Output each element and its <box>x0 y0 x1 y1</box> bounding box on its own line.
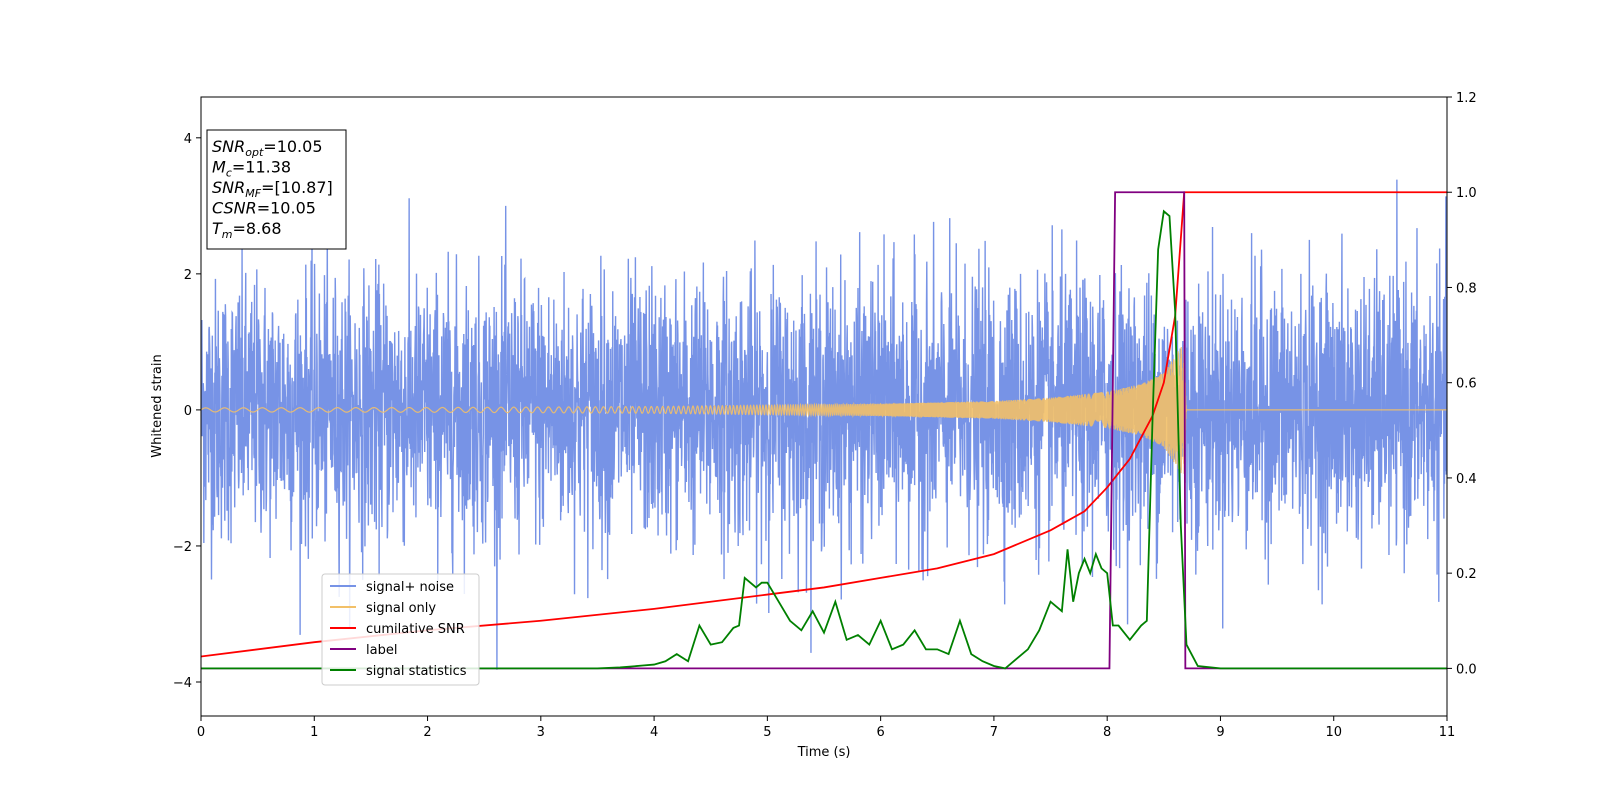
y-axis-label: Whitened strain <box>150 354 165 457</box>
legend-frame <box>321 573 480 686</box>
x-tick-label: 0 <box>197 725 205 740</box>
x-tick-label: 10 <box>1325 725 1342 740</box>
x-axis-label: Time (s) <box>797 745 851 760</box>
x-tick-label: 3 <box>537 725 545 740</box>
y-right-tick-label: 0.4 <box>1456 472 1477 487</box>
plot-area <box>201 179 1447 670</box>
y-right-tick-label: 1.0 <box>1456 186 1477 201</box>
x-tick-label: 7 <box>990 725 998 740</box>
legend: signal+ noise signal only cumilative SNR la… <box>321 573 480 686</box>
x-tick-label: 11 <box>1439 725 1456 740</box>
info-line: SNRopt=10.05 <box>212 137 323 159</box>
info-line: SNRMF=[10.87] <box>212 178 333 200</box>
info-line: CSNR=10.05 <box>212 199 316 218</box>
x-tick-label: 1 <box>310 725 318 740</box>
x-tick-label: 6 <box>876 725 884 740</box>
x-tick-label: 8 <box>1103 725 1111 740</box>
legend-entry: label <box>366 643 397 658</box>
series-signal-only <box>201 345 1447 474</box>
y-axis-right: 0.0 0.2 0.4 0.6 0.8 1.0 1.2 <box>1447 91 1477 677</box>
y-tick-label: −4 <box>173 676 192 691</box>
x-tick-label: 9 <box>1216 725 1224 740</box>
info-line: Tm=8.68 <box>212 219 282 241</box>
x-tick-label: 5 <box>763 725 771 740</box>
axes-frame <box>200 96 1448 717</box>
info-box: SNRopt=10.05Mc=11.38SNRMF=[10.87]CSNR=10… <box>206 129 347 250</box>
info-box-frame <box>206 129 347 250</box>
y-right-tick-label: 0.8 <box>1456 281 1477 296</box>
legend-entry: signal only <box>366 601 436 616</box>
info-line: Mc=11.38 <box>212 158 291 180</box>
y-right-tick-label: 0.0 <box>1456 662 1477 677</box>
y-tick-label: −2 <box>173 540 192 555</box>
y-tick-label: 2 <box>184 268 192 283</box>
x-tick-label: 2 <box>423 725 431 740</box>
series-cumilative-snr <box>201 191 1447 658</box>
y-axis-left: −4 −2 0 2 4 <box>173 132 201 691</box>
y-tick-label: 4 <box>184 132 192 147</box>
x-axis: 0 1 2 3 4 5 6 7 8 9 10 11 <box>197 716 1455 740</box>
legend-entry: cumilative SNR <box>366 622 465 637</box>
legend-entry: signal statistics <box>366 664 467 679</box>
x-tick-label: 4 <box>650 725 658 740</box>
y-right-tick-label: 0.6 <box>1456 377 1477 392</box>
y-right-tick-label: 1.2 <box>1456 91 1477 106</box>
legend-entry: signal+ noise <box>366 580 454 595</box>
y-tick-label: 0 <box>184 404 192 419</box>
series-signal-statistics <box>201 209 1447 670</box>
y-right-tick-label: 0.2 <box>1456 567 1477 582</box>
series-signal-noise <box>201 179 1447 670</box>
